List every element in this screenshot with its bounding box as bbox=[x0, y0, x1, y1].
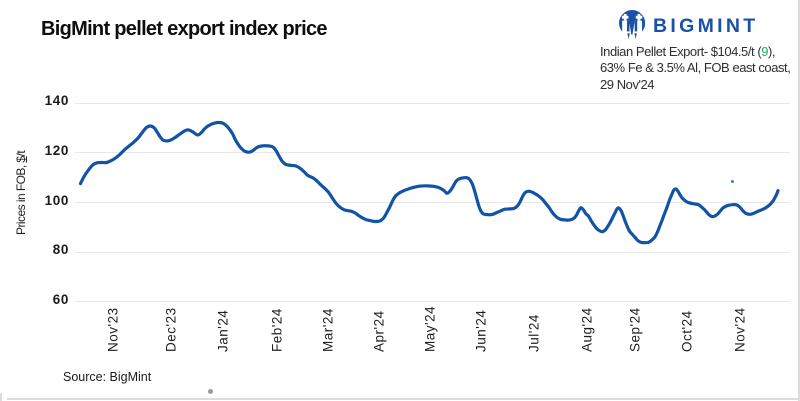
svg-text:Nov'24: Nov'24 bbox=[733, 307, 748, 352]
svg-text:Feb'24: Feb'24 bbox=[270, 308, 285, 352]
svg-text:Jan'24: Jan'24 bbox=[216, 310, 231, 352]
svg-text:Apr'24: Apr'24 bbox=[372, 310, 387, 352]
svg-text:Aug'24: Aug'24 bbox=[580, 307, 595, 352]
svg-text:Jul'24: Jul'24 bbox=[527, 314, 542, 352]
svg-text:Oct'24: Oct'24 bbox=[680, 310, 695, 352]
svg-text:Nov'23: Nov'23 bbox=[106, 307, 121, 352]
svg-text:Jun'24: Jun'24 bbox=[474, 310, 489, 352]
svg-text:Dec'23: Dec'23 bbox=[164, 307, 179, 352]
svg-text:May'24: May'24 bbox=[423, 306, 438, 352]
svg-text:Sep'24: Sep'24 bbox=[628, 307, 643, 352]
svg-text:Mar'24: Mar'24 bbox=[321, 308, 336, 352]
